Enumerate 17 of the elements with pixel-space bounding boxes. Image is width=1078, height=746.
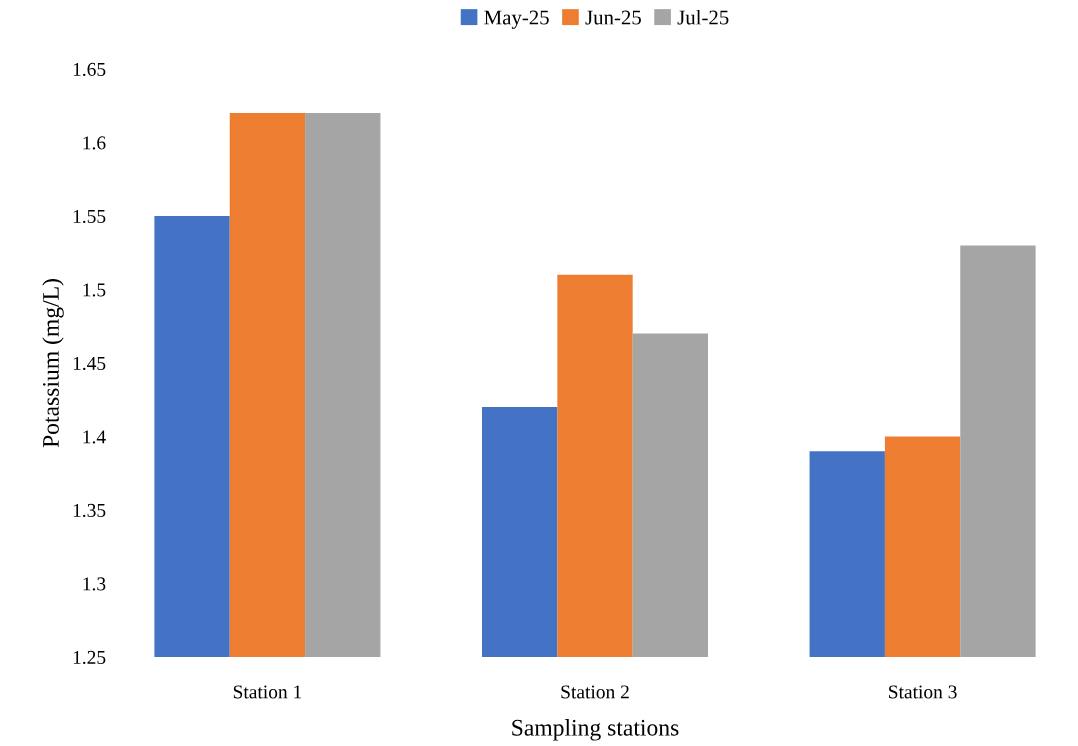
y-tick-label: 1.25 — [73, 650, 106, 665]
x-tick-label: Station 2 — [561, 685, 629, 699]
legend-label: Jul-25 — [677, 9, 729, 25]
y-axis-title: Potassium (mg/L) — [42, 279, 64, 448]
legend-label: Jun-25 — [585, 10, 641, 25]
y-tick-label: 1.65 — [73, 62, 106, 77]
y-tick-label: 1.55 — [73, 209, 106, 224]
x-axis-title: Sampling stations — [512, 719, 679, 741]
y-tick-label: 1.6 — [83, 136, 106, 150]
y-tick-label: 1.45 — [73, 356, 106, 371]
y-tick-label: 1.4 — [83, 430, 106, 444]
x-tick-label: Station 1 — [233, 685, 302, 699]
legend-label: May-25 — [484, 10, 549, 29]
y-tick-label: 1.5 — [83, 283, 106, 297]
x-tick-label: Station 3 — [889, 685, 957, 699]
y-tick-label: 1.35 — [73, 503, 106, 518]
y-tick-label: 1.3 — [83, 577, 106, 591]
